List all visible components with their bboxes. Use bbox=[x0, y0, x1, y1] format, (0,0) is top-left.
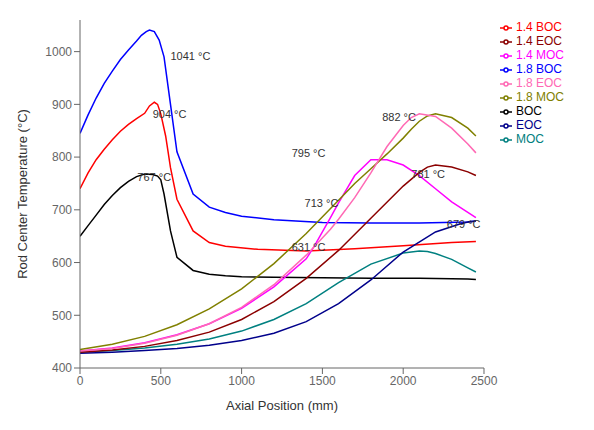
svg-text:700: 700 bbox=[52, 203, 72, 217]
html-text:1.4 MOC: 1.4 MOC bbox=[516, 48, 564, 62]
svg-text:500: 500 bbox=[151, 374, 171, 388]
html-text:1.8 MOC: 1.8 MOC bbox=[516, 90, 564, 104]
svg-text:882 °C: 882 °C bbox=[382, 111, 416, 123]
svg-text:904 °C: 904 °C bbox=[153, 108, 187, 120]
svg-text:2500: 2500 bbox=[471, 374, 498, 388]
svg-text:1000: 1000 bbox=[228, 374, 255, 388]
svg-text:713 °C: 713 °C bbox=[305, 197, 339, 209]
svg-text:900: 900 bbox=[52, 98, 72, 112]
svg-text:Rod Center Temperature (°C): Rod Center Temperature (°C) bbox=[15, 109, 30, 279]
svg-text:781 °C: 781 °C bbox=[411, 168, 445, 180]
html-text:1.8 EOC: 1.8 EOC bbox=[516, 76, 562, 90]
svg-text:0: 0 bbox=[77, 374, 84, 388]
svg-text:1500: 1500 bbox=[309, 374, 336, 388]
svg-text:800: 800 bbox=[52, 150, 72, 164]
html-text:1.4 BOC: 1.4 BOC bbox=[516, 20, 562, 34]
svg-text:1041 °C: 1041 °C bbox=[170, 50, 210, 62]
svg-text:500: 500 bbox=[52, 309, 72, 323]
svg-text:679 °C: 679 °C bbox=[447, 218, 481, 230]
html-text:EOC: EOC bbox=[516, 118, 542, 132]
svg-text:Axial Position (mm): Axial Position (mm) bbox=[226, 398, 338, 413]
svg-text:600: 600 bbox=[52, 256, 72, 270]
html-text:1.4 EOC: 1.4 EOC bbox=[516, 34, 562, 48]
svg-text:767 °C: 767 °C bbox=[137, 171, 171, 183]
html-text:BOC: BOC bbox=[516, 104, 542, 118]
svg-text:400: 400 bbox=[52, 361, 72, 375]
html-text:1.8 BOC: 1.8 BOC bbox=[516, 62, 562, 76]
html-text:MOC: MOC bbox=[516, 132, 544, 146]
svg-text:1000: 1000 bbox=[45, 45, 72, 59]
svg-text:631 °C: 631 °C bbox=[292, 241, 326, 253]
svg-text:2000: 2000 bbox=[390, 374, 417, 388]
svg-text:795 °C: 795 °C bbox=[292, 147, 326, 159]
